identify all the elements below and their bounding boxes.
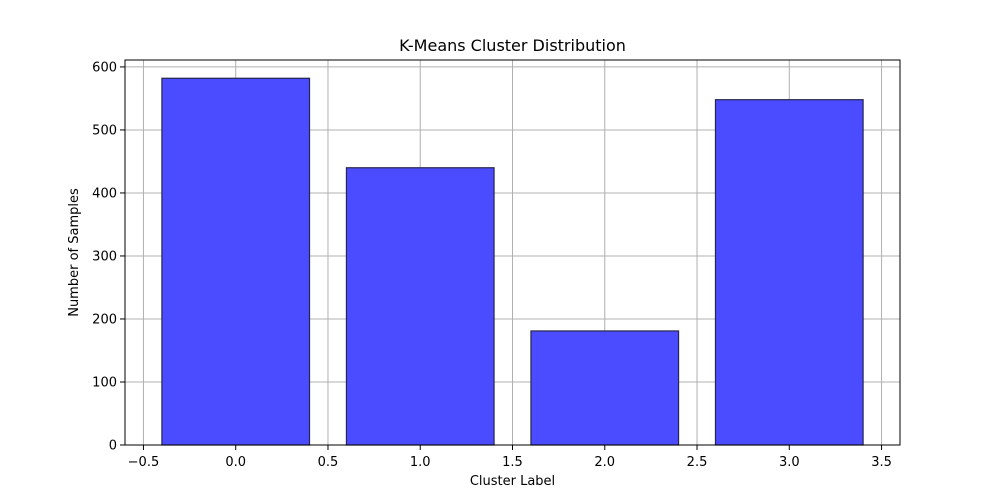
x-tick-label: 1.0 — [410, 455, 431, 470]
x-tick-label: 3.0 — [779, 455, 800, 470]
x-tick-label: 2.5 — [687, 455, 708, 470]
axis-ticks: −0.5 0.0 0.5 1.0 1.5 2.0 2.5 3.0 3.5 0 100 200 300 40… — [92, 60, 892, 470]
bar-cluster-0 — [161, 77, 311, 446]
y-axis-label: Number of Samples — [67, 188, 82, 317]
bars — [161, 77, 864, 446]
x-tick-label: 1.5 — [502, 455, 523, 470]
x-axis-label: Cluster Label — [470, 474, 555, 489]
chart-title: K-Means Cluster Distribution — [399, 36, 626, 55]
x-tick-label: 0.5 — [318, 455, 339, 470]
y-tick-label: 100 — [92, 375, 117, 390]
bar-cluster-1 — [345, 167, 495, 446]
y-tick-label: 300 — [92, 249, 117, 264]
y-tick-label: 400 — [92, 186, 117, 201]
y-tick-label: 500 — [92, 123, 117, 138]
bar-cluster-3 — [714, 99, 864, 446]
x-tick-label: 3.5 — [871, 455, 892, 470]
y-tick-label: 600 — [92, 60, 117, 75]
y-tick-label: 200 — [92, 312, 117, 327]
x-tick-label: 0.0 — [225, 455, 246, 470]
x-tick-label: 2.0 — [594, 455, 615, 470]
y-tick-label: 0 — [109, 439, 117, 454]
bar-cluster-2 — [530, 330, 680, 446]
x-tick-label: −0.5 — [128, 455, 160, 470]
